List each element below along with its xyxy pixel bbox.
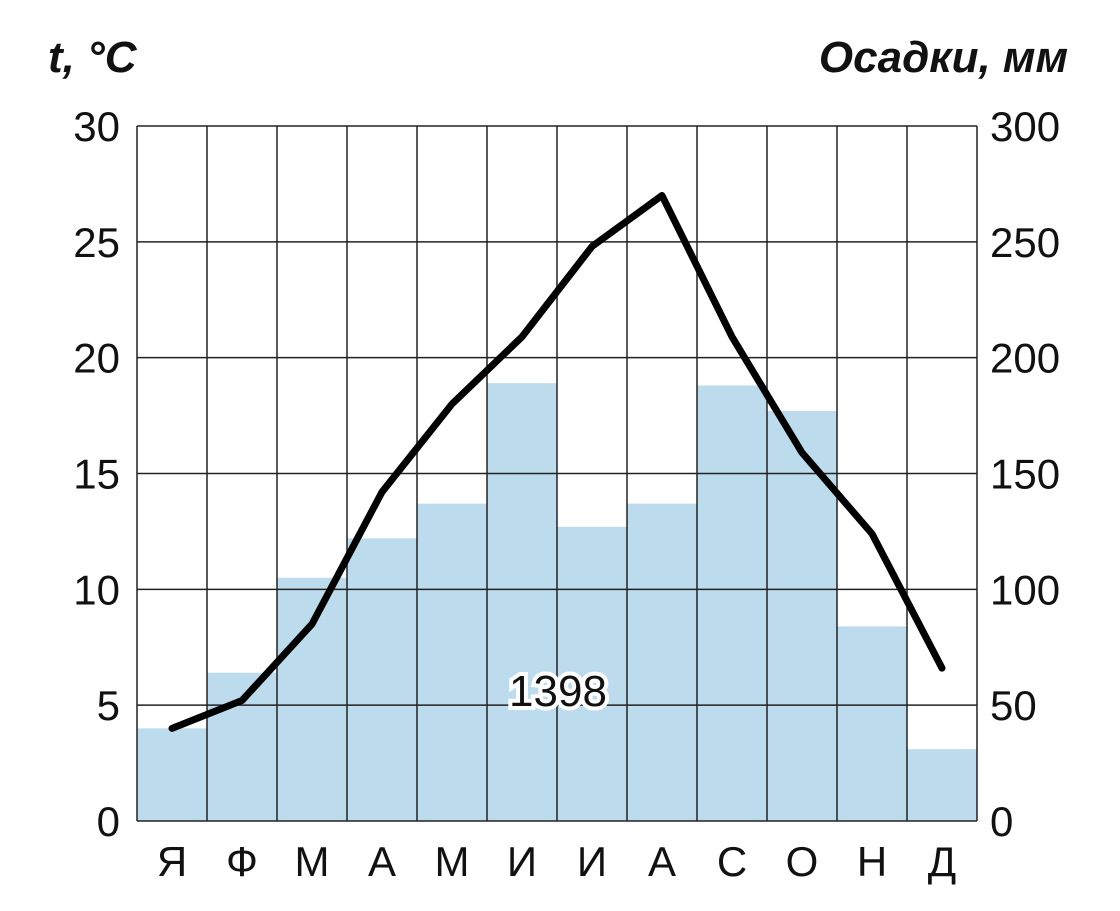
category-label: Я	[157, 838, 187, 885]
right-tick-label: 300	[990, 103, 1060, 150]
temperature-line	[168, 192, 946, 732]
right-tick-label: 100	[990, 566, 1060, 613]
precipitation-bar	[627, 503, 697, 821]
left-axis-title: t, °C	[48, 33, 138, 82]
right-tick-label: 150	[990, 451, 1060, 498]
left-tick-label: 0	[97, 798, 120, 845]
precipitation-bar	[487, 383, 557, 821]
precipitation-bar	[277, 577, 347, 821]
category-label: Д	[928, 838, 956, 885]
precipitation-bar	[417, 503, 487, 821]
left-tick-label: 10	[73, 566, 120, 613]
precipitation-bar	[907, 749, 977, 821]
left-tick-label: 5	[97, 682, 120, 729]
category-label: Ф	[226, 838, 258, 885]
precipitation-bar	[837, 626, 907, 821]
precipitation-bar	[697, 385, 767, 821]
right-tick-label: 50	[990, 682, 1037, 729]
precipitation-bar	[137, 728, 207, 821]
category-label: А	[648, 838, 676, 885]
precipitation-bar	[557, 526, 627, 821]
right-tick-label: 200	[990, 335, 1060, 382]
left-tick-labels: 0 5 10 15 20 25 30	[73, 103, 120, 845]
right-axis-title: Осадки, мм	[819, 33, 1068, 82]
annual-precipitation-total: 1398	[509, 667, 607, 716]
precipitation-bar	[347, 538, 417, 821]
category-label: И	[507, 838, 537, 885]
category-label: О	[786, 838, 819, 885]
category-label: С	[717, 838, 747, 885]
left-tick-label: 15	[73, 451, 120, 498]
left-tick-label: 25	[73, 219, 120, 266]
category-label: М	[295, 838, 330, 885]
category-label: И	[577, 838, 607, 885]
left-tick-label: 20	[73, 335, 120, 382]
precipitation-bar	[207, 672, 277, 821]
right-tick-labels: 0 50 100 150 200 250 300	[990, 103, 1060, 845]
line-layer	[168, 192, 946, 732]
grid-layer	[136, 125, 978, 822]
left-tick-label: 30	[73, 103, 120, 150]
right-tick-label: 250	[990, 219, 1060, 266]
right-tick-label: 0	[990, 798, 1013, 845]
category-label: Н	[857, 838, 887, 885]
category-label: А	[368, 838, 396, 885]
category-label: М	[435, 838, 470, 885]
precipitation-bar	[767, 410, 837, 821]
bars-layer	[137, 383, 977, 821]
